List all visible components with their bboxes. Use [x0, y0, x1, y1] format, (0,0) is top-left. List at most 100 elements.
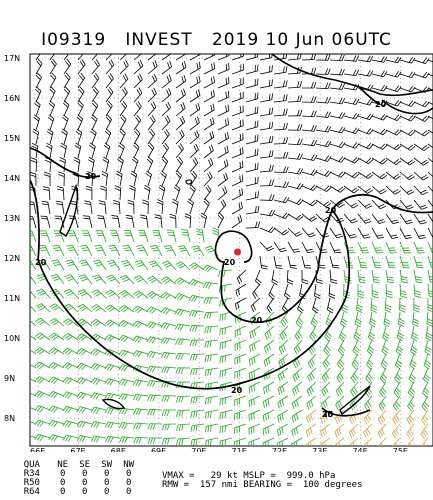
wind-barb	[76, 318, 93, 327]
wind-barb	[286, 269, 294, 285]
wind-barb	[160, 170, 167, 187]
wind-barb	[31, 142, 39, 159]
wind-barb	[377, 437, 387, 446]
lat-tick-label: 11N	[4, 294, 20, 303]
wind-barb	[77, 54, 84, 61]
wind-barb	[189, 184, 196, 201]
wind-barb	[91, 304, 107, 313]
wind-barb	[395, 339, 404, 356]
wind-barb	[189, 102, 201, 117]
wind-barb	[371, 255, 382, 269]
wind-barb	[76, 333, 93, 341]
wind-barb	[413, 213, 427, 225]
wind-barb	[48, 434, 65, 442]
wind-barb	[413, 199, 428, 210]
wind-barb	[119, 73, 129, 89]
wind-barb	[306, 395, 317, 410]
wind-barb	[133, 142, 140, 159]
wind-barb	[203, 89, 215, 103]
wind-barb	[321, 381, 331, 397]
wind-barb	[120, 259, 135, 271]
wind-barb	[259, 179, 275, 187]
wind-barb	[203, 198, 210, 215]
wind-barb	[273, 108, 288, 117]
wind-barb	[307, 367, 317, 383]
wind-barb	[119, 436, 135, 444]
wind-barb	[118, 422, 135, 430]
wind-barb	[357, 199, 373, 209]
wind-barb	[45, 142, 53, 159]
wind-barb	[371, 227, 385, 239]
wind-barb	[337, 339, 346, 356]
wind-barb	[106, 274, 121, 285]
wind-barb	[291, 409, 303, 423]
wind-barb	[350, 381, 359, 397]
wind-barb	[343, 171, 360, 179]
wind-barb	[235, 297, 247, 310]
wind-barb	[62, 391, 79, 399]
wind-barb	[273, 94, 288, 103]
wind-barb	[292, 381, 303, 396]
wind-barb	[231, 105, 244, 117]
island-west	[59, 183, 78, 237]
contour-label: 35	[322, 410, 334, 419]
wind-barb	[231, 174, 244, 187]
wind-barb	[287, 227, 303, 237]
wind-barb	[307, 353, 317, 369]
wind-barb	[284, 283, 291, 300]
cell: 0	[103, 477, 110, 488]
wind-barb	[367, 325, 376, 342]
wind-barb	[184, 213, 192, 229]
wind-barb	[175, 74, 187, 89]
wind-barb	[406, 409, 415, 426]
wind-barb	[259, 93, 274, 103]
wind-barb	[35, 54, 41, 61]
wind-barb	[231, 133, 244, 145]
wind-barb	[399, 129, 416, 137]
wind-barb	[90, 319, 107, 327]
wind-barb	[104, 378, 121, 386]
wind-barb	[35, 317, 51, 327]
wind-barb	[105, 100, 113, 117]
wind-barb	[204, 409, 219, 419]
wind-barb	[107, 259, 121, 271]
wind-barb	[78, 274, 93, 285]
wind-barb	[132, 305, 149, 314]
wind-barb	[203, 171, 213, 187]
wind-barb	[119, 114, 127, 131]
wind-barb	[77, 86, 85, 103]
wind-barb	[77, 58, 86, 75]
wind-barb	[287, 54, 302, 61]
wind-barb	[50, 274, 65, 285]
header-ne: NE	[57, 459, 69, 470]
cell: 0	[59, 486, 66, 497]
wind-barb	[104, 334, 121, 342]
wind-barb	[371, 185, 387, 195]
wind-barb	[73, 156, 81, 173]
wind-barb	[63, 100, 70, 117]
wind-barb	[219, 423, 233, 434]
cell: 0	[59, 477, 66, 488]
wind-barb	[161, 395, 177, 402]
wind-barb	[301, 213, 317, 222]
wind-barb	[133, 128, 141, 145]
wind-barb	[371, 143, 388, 150]
wind-barb	[340, 311, 348, 328]
wind-barb	[287, 153, 303, 160]
axis-ticks: 17N 16N 15N 14N 13N 12N 11N 10N 9N 8N 66E 67E 68E 69E…	[4, 54, 408, 452]
wind-barb	[219, 409, 233, 420]
wind-barb	[105, 86, 114, 103]
wind-barb	[379, 381, 387, 398]
wind-barb	[204, 395, 219, 405]
wind-barb	[369, 311, 377, 328]
wind-barb	[301, 125, 317, 132]
wind-barb	[234, 409, 247, 421]
wind-barb-map: 17N 16N 15N 14N 13N 12N 11N 10N 9N 8N 66E 67E 68E 69E…	[4, 53, 433, 452]
row-label: R64	[23, 486, 40, 497]
wind-barb	[406, 423, 415, 439]
wind-barb	[427, 199, 433, 208]
wind-barb	[357, 142, 374, 150]
wind-barb	[219, 325, 233, 336]
wind-barb	[350, 367, 359, 384]
wind-barb	[203, 62, 216, 75]
